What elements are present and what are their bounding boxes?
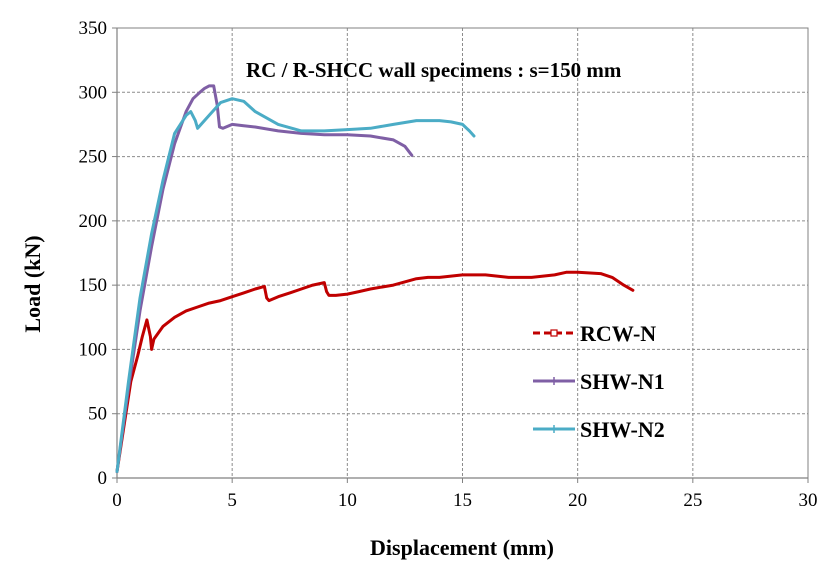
x-tick-label: 0 [112, 490, 122, 511]
x-axis-label: Displacement (mm) [370, 535, 554, 560]
x-tick-label: 5 [227, 490, 237, 511]
legend-label-shw-n1: SHW-N1 [580, 369, 665, 394]
grid [117, 28, 808, 478]
y-tick-label: 350 [79, 18, 108, 39]
series-line-shw-n1 [115, 84, 414, 474]
x-tick-label: 20 [568, 490, 587, 511]
series-line-rcw-n [115, 270, 635, 474]
legend-label-shw-n2: SHW-N2 [580, 417, 665, 442]
legend-marker-rcw-n [550, 329, 558, 337]
legend-label-rcw-n: RCW-N [580, 321, 656, 346]
axes [112, 27, 809, 483]
y-tick-label: 300 [79, 82, 108, 103]
legend: RCW-N SHW-N1 SHW-N2 [533, 321, 665, 442]
chart-title: RC / R-SHCC wall specimens : s=150 mm [246, 58, 622, 82]
x-tick-label: 25 [683, 490, 702, 511]
x-tick-label: 30 [799, 490, 818, 511]
series-lines [115, 84, 635, 474]
y-tick-label: 200 [79, 211, 108, 232]
y-tick-label: 250 [79, 147, 108, 168]
y-axis-label: Load (kN) [20, 235, 45, 332]
tick-labels: 0 50 100 150 200 250 300 350 0 5 10 15 20 25 30 [79, 18, 818, 511]
y-tick-label: 150 [79, 275, 108, 296]
x-tick-label: 10 [338, 490, 357, 511]
y-tick-label: 50 [88, 404, 107, 425]
y-tick-label: 100 [79, 339, 108, 360]
y-tick-label: 0 [98, 468, 108, 489]
series-line-shw-n2 [115, 97, 476, 474]
x-tick-label: 15 [453, 490, 472, 511]
